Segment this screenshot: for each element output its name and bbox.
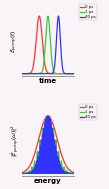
Y-axis label: $|\tilde{\mathcal{E}}_{pump}(\omega)|^2$: $|\tilde{\mathcal{E}}_{pump}(\omega)|^2$	[9, 124, 20, 157]
Legend: 0 ps, 1 ps, 40 ps: 0 ps, 1 ps, 40 ps	[79, 104, 97, 120]
Legend: 0 ps, 1 ps, 40 ps: 0 ps, 1 ps, 40 ps	[79, 4, 97, 20]
X-axis label: energy: energy	[34, 178, 62, 184]
Y-axis label: $\mathcal{E}_{pump}(t)$: $\mathcal{E}_{pump}(t)$	[10, 29, 20, 53]
X-axis label: time: time	[39, 78, 57, 84]
